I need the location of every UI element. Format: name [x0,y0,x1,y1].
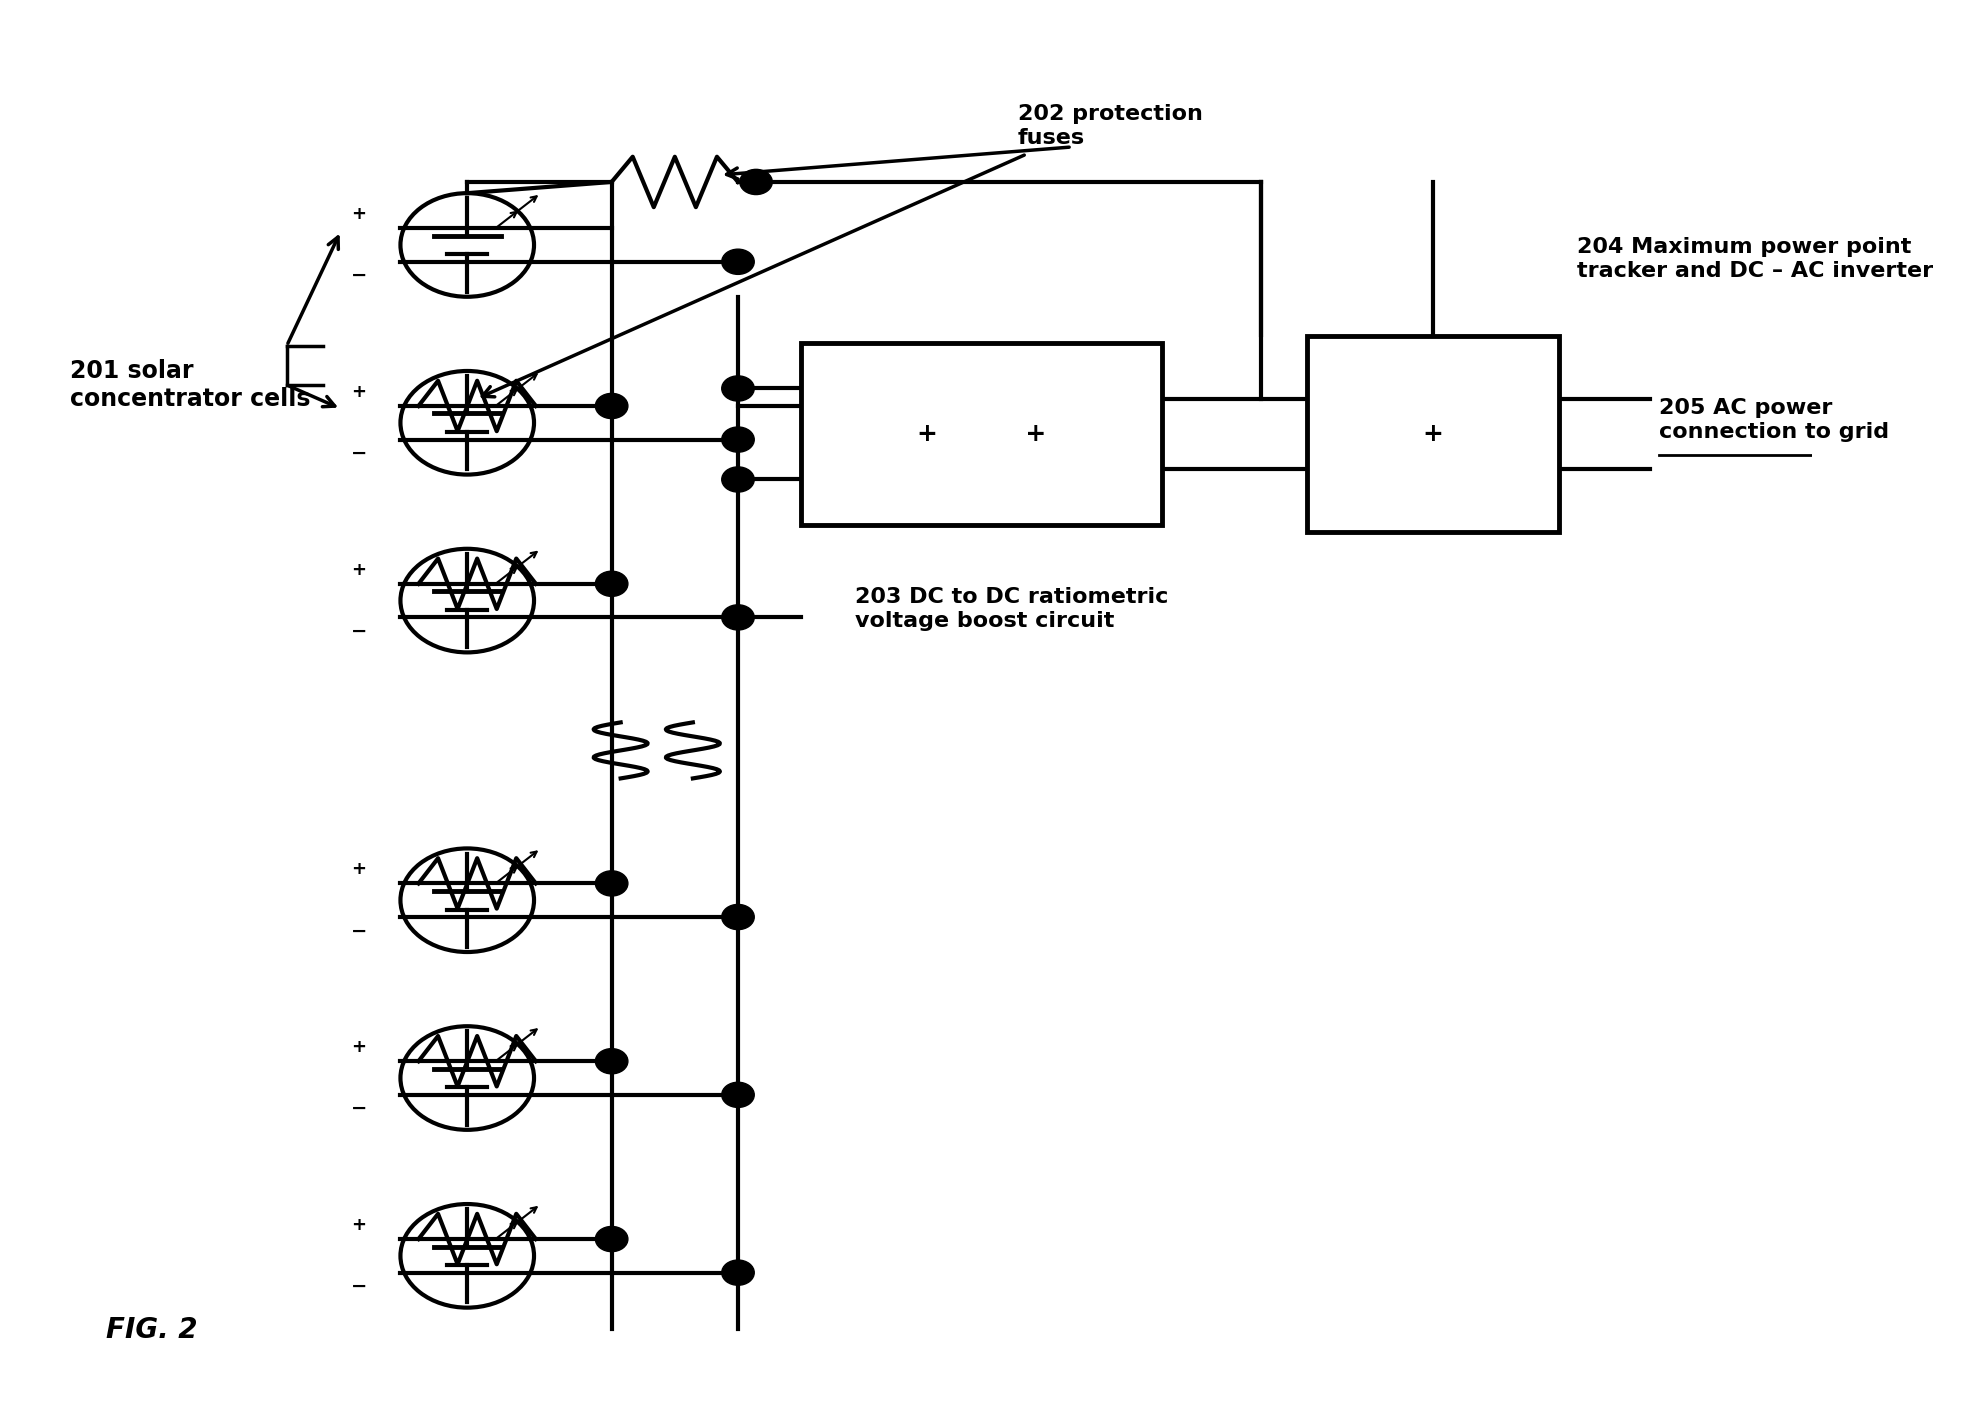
Text: −: − [352,444,368,462]
Text: +: + [352,1216,366,1234]
Circle shape [595,393,628,419]
Text: 204 Maximum power point
tracker and DC – AC inverter: 204 Maximum power point tracker and DC –… [1577,238,1933,280]
Circle shape [721,467,755,492]
Circle shape [739,170,773,195]
Circle shape [595,571,628,597]
Text: +: + [1423,421,1442,445]
Text: 203 DC to DC ratiometric
voltage boost circuit: 203 DC to DC ratiometric voltage boost c… [856,587,1168,631]
Circle shape [721,905,755,929]
Text: 202 protection
fuses: 202 protection fuses [1018,105,1203,147]
Bar [1306,337,1559,532]
Text: −: − [352,266,368,286]
Circle shape [721,1260,755,1285]
Text: −: − [352,922,368,940]
Circle shape [721,376,755,402]
Bar [800,344,1162,525]
Text: −: − [352,1277,368,1297]
Circle shape [595,1049,628,1073]
Text: −: − [352,622,368,641]
Text: +: + [352,205,366,223]
Circle shape [721,427,755,452]
Text: FIG. 2: FIG. 2 [107,1316,198,1345]
Circle shape [721,605,755,631]
Circle shape [721,1082,755,1107]
Circle shape [721,249,755,274]
Text: +: + [352,1038,366,1056]
Circle shape [595,871,628,896]
Text: +          +: + + [917,421,1047,445]
Text: +: + [352,860,366,878]
Text: 205 AC power
connection to grid: 205 AC power connection to grid [1658,399,1889,441]
Text: −: − [352,1099,368,1118]
Text: 201 solar
concentrator cells: 201 solar concentrator cells [69,359,310,411]
Circle shape [595,1226,628,1251]
Text: +: + [352,383,366,402]
Text: +: + [352,561,366,578]
